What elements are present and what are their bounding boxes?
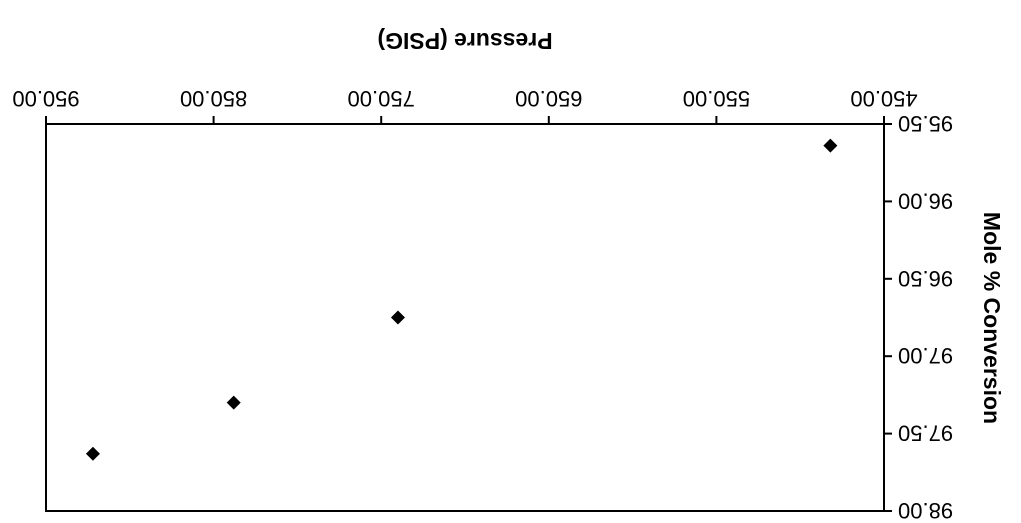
x-axis-ticks: 450.00 550.00 650.00 750.00 850.00 950.00 xyxy=(12,86,918,124)
x-tick-label: 850.00 xyxy=(180,86,247,111)
data-point xyxy=(823,138,838,153)
x-tick-label: 950.00 xyxy=(12,86,79,111)
data-point xyxy=(390,310,405,325)
x-tick-label: 450.00 xyxy=(850,86,917,111)
y-axis-title: Mole % Conversion xyxy=(979,212,1005,424)
y-tick-label: 97.00 xyxy=(898,343,953,368)
plot-frame xyxy=(45,123,885,512)
y-tick-label: 98.00 xyxy=(898,498,953,523)
y-tick-label: 97.50 xyxy=(898,421,953,446)
y-axis-ticks: 95.50 96.00 96.50 97.00 97.50 98.00 xyxy=(884,111,953,523)
x-tick-label: 550.00 xyxy=(683,86,750,111)
data-points xyxy=(85,138,838,461)
y-tick-label: 96.50 xyxy=(898,266,953,291)
x-axis-title: Pressure (PSIG) xyxy=(377,28,552,54)
x-tick-label: 650.00 xyxy=(515,86,582,111)
y-tick-label: 96.00 xyxy=(898,188,953,213)
y-tick-label: 95.50 xyxy=(898,111,953,136)
data-point xyxy=(85,446,100,461)
data-point xyxy=(226,395,241,410)
x-tick-label: 750.00 xyxy=(348,86,415,111)
